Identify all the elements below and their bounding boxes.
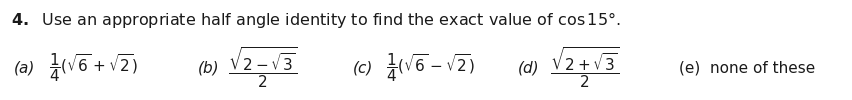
Text: $\mathbf{4.}$  Use an appropriate half angle identity to find the exact value of: $\mathbf{4.}$ Use an appropriate half an… — [11, 10, 619, 30]
Text: $\dfrac{1}{4}(\sqrt{6}+\sqrt{2})$: $\dfrac{1}{4}(\sqrt{6}+\sqrt{2})$ — [49, 51, 137, 84]
Text: (d): (d) — [517, 60, 538, 75]
Text: $\dfrac{\sqrt{2-\sqrt{3}}}{2}$: $\dfrac{\sqrt{2-\sqrt{3}}}{2}$ — [227, 45, 297, 90]
Text: (a): (a) — [14, 60, 35, 75]
Text: (b): (b) — [197, 60, 219, 75]
Text: (e)  none of these: (e) none of these — [678, 60, 814, 75]
Text: $\dfrac{\sqrt{2+\sqrt{3}}}{2}$: $\dfrac{\sqrt{2+\sqrt{3}}}{2}$ — [550, 45, 619, 90]
Text: (c): (c) — [352, 60, 372, 75]
Text: $\dfrac{1}{4}(\sqrt{6}-\sqrt{2})$: $\dfrac{1}{4}(\sqrt{6}-\sqrt{2})$ — [386, 51, 475, 84]
